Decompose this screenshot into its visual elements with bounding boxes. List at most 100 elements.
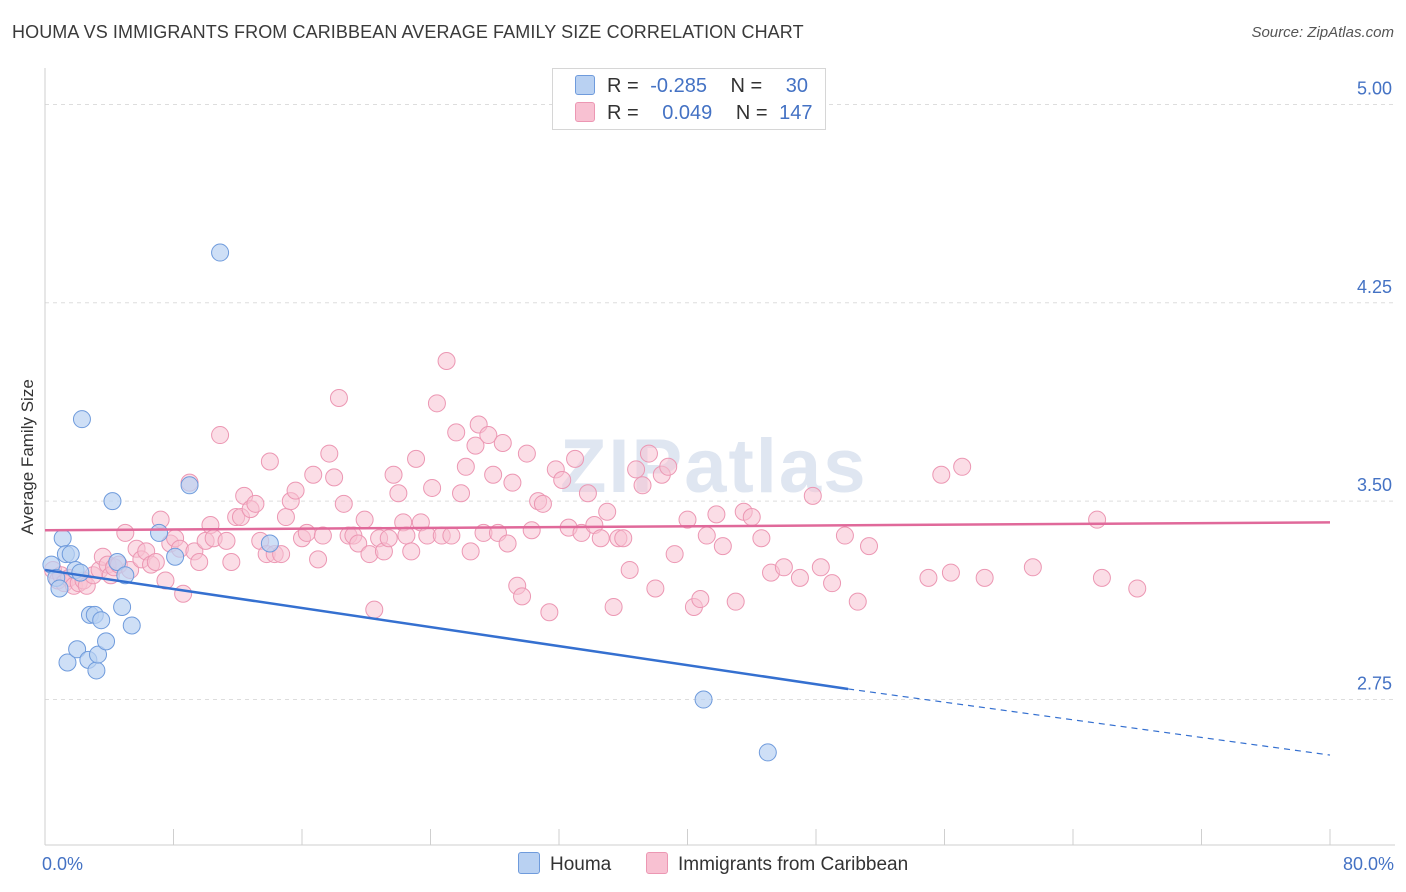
- houma-point: [694, 690, 713, 709]
- source-label: Source: ZipAtlas.com: [1251, 24, 1394, 41]
- houma-point: [211, 243, 230, 262]
- caribbean-point: [334, 494, 353, 513]
- houma-point: [116, 566, 135, 585]
- caribbean-point: [620, 560, 639, 579]
- caribbean-point: [442, 526, 461, 545]
- caribbean-r-label: R =: [607, 102, 639, 124]
- houma-trend-line: [44, 568, 849, 691]
- caribbean-point: [604, 597, 623, 616]
- caribbean-point: [811, 558, 830, 577]
- caribbean-legend-label: Immigrants from Caribbean: [678, 854, 909, 875]
- houma-n-label: N =: [730, 75, 763, 97]
- houma-point: [108, 553, 127, 572]
- houma-point: [92, 611, 111, 630]
- caribbean-r-value: 0.049: [662, 102, 713, 124]
- caribbean-point: [835, 526, 854, 545]
- caribbean-trend-line: [44, 521, 1331, 532]
- caribbean-point: [389, 484, 408, 503]
- caribbean-point: [633, 476, 652, 495]
- caribbean-point: [639, 444, 658, 463]
- houma-point: [87, 661, 106, 680]
- houma-legend-swatch: [518, 852, 540, 874]
- caribbean-point: [174, 584, 193, 603]
- houma-point: [97, 632, 116, 651]
- caribbean-point: [774, 558, 793, 577]
- caribbean-point: [190, 553, 209, 572]
- caribbean-point: [975, 568, 994, 587]
- caribbean-point: [423, 478, 442, 497]
- caribbean-point: [365, 600, 384, 619]
- caribbean-point: [456, 457, 475, 476]
- houma-point: [180, 476, 199, 495]
- houma-point: [53, 529, 72, 548]
- caribbean-point: [437, 351, 456, 370]
- grid-lines: [45, 103, 1395, 701]
- caribbean-point: [498, 534, 517, 553]
- caribbean-point: [533, 494, 552, 513]
- caribbean-point: [272, 545, 291, 564]
- houma-point: [61, 545, 80, 564]
- caribbean-legend-swatch: [646, 852, 668, 874]
- caribbean-point: [572, 523, 591, 542]
- caribbean-point: [803, 486, 822, 505]
- caribbean-point: [325, 468, 344, 487]
- houma-legend-label: Houma: [550, 854, 612, 875]
- caribbean-point: [484, 465, 503, 484]
- caribbean-point: [1023, 558, 1042, 577]
- caribbean-point: [614, 529, 633, 548]
- houma-point: [89, 645, 108, 664]
- caribbean-point: [397, 526, 416, 545]
- caribbean-point: [466, 436, 485, 455]
- x-tick-label: 0.0%: [42, 854, 83, 874]
- chart-title: HOUMA VS IMMIGRANTS FROM CARIBBEAN AVERA…: [12, 22, 804, 42]
- caribbean-point: [329, 389, 348, 408]
- houma-trend-extension: [848, 688, 1331, 756]
- caribbean-point: [932, 465, 951, 484]
- caribbean-point: [659, 457, 678, 476]
- caribbean-point: [304, 465, 323, 484]
- caribbean-point: [919, 568, 938, 587]
- caribbean-point: [726, 592, 745, 611]
- houma-points: [42, 243, 777, 762]
- legend-item-caribbean: Immigrants from Caribbean: [646, 852, 908, 876]
- houma-point: [68, 640, 87, 659]
- caribbean-point: [697, 526, 716, 545]
- caribbean-point: [553, 471, 572, 490]
- caribbean-point: [217, 531, 236, 550]
- houma-point: [150, 523, 169, 542]
- caribbean-point: [707, 505, 726, 524]
- caribbean-point: [286, 481, 305, 500]
- caribbean-point: [691, 590, 710, 609]
- y-tick-label: 3.50: [1357, 475, 1392, 495]
- caribbean-point: [646, 579, 665, 598]
- caribbean-point: [665, 545, 684, 564]
- houma-r-label: R =: [607, 75, 639, 97]
- caribbean-point: [384, 465, 403, 484]
- y-tick-labels: 5.00 4.25 3.50 2.75: [1357, 78, 1392, 693]
- caribbean-point: [479, 426, 498, 445]
- caribbean-point: [517, 444, 536, 463]
- houma-point: [113, 597, 132, 616]
- caribbean-point: [1128, 579, 1147, 598]
- caribbean-point: [678, 510, 697, 529]
- caribbean-point: [246, 494, 265, 513]
- caribbean-point: [320, 444, 339, 463]
- legend-row-houma: R = -0.285 N = 30: [575, 75, 808, 99]
- houma-point: [166, 547, 185, 566]
- houma-n-value: 30: [785, 75, 809, 97]
- houma-point: [758, 743, 777, 762]
- x-tick-label: 80.0%: [1343, 854, 1394, 874]
- y-axis-label: Average Family Size: [18, 379, 37, 535]
- houma-point: [72, 410, 91, 429]
- caribbean-point: [309, 550, 328, 569]
- caribbean-point: [752, 529, 771, 548]
- houma-point: [122, 616, 141, 635]
- caribbean-point: [1088, 510, 1107, 529]
- houma-swatch: [575, 75, 595, 95]
- caribbean-point: [513, 587, 532, 606]
- caribbean-point: [941, 563, 960, 582]
- trend-lines: [44, 521, 1331, 756]
- caribbean-point: [713, 537, 732, 556]
- caribbean-point: [1092, 568, 1111, 587]
